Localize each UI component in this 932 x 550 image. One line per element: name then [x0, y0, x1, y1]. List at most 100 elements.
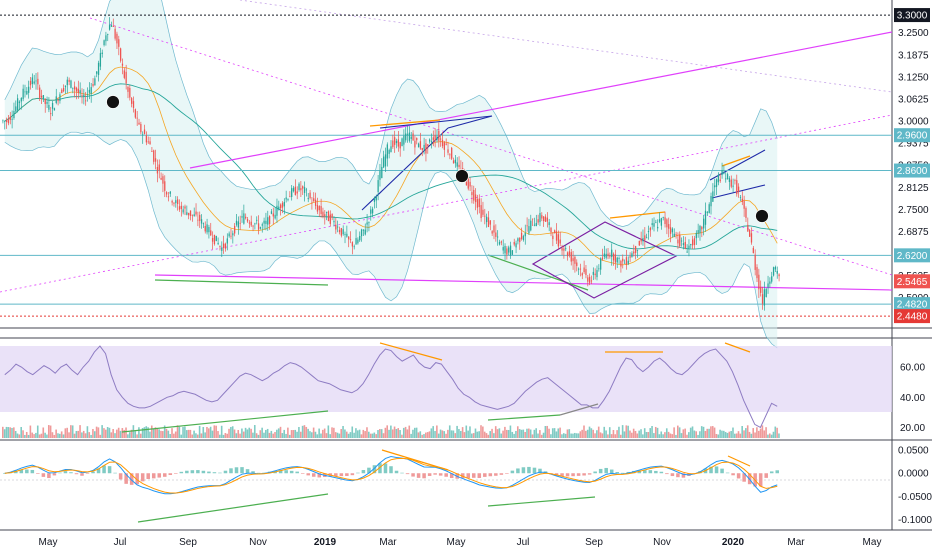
volume-bar [471, 433, 473, 438]
candle-body [728, 178, 731, 182]
rsi-axis[interactable]: 60.00 40.00 20.00 [900, 363, 925, 434]
volume-bar [371, 433, 374, 438]
volume-bar [209, 426, 212, 438]
macd-hist-bar [124, 473, 128, 484]
price-tick-label: 3.1875 [898, 50, 929, 61]
volume-bar [778, 433, 780, 438]
candle-body [267, 217, 269, 225]
volume-bar [640, 429, 642, 438]
candle-body [408, 132, 411, 141]
rsi-panel[interactable] [0, 342, 892, 438]
macd-hist-bar [378, 463, 382, 474]
volume-bar [244, 427, 247, 438]
candle-body [360, 229, 363, 237]
volume-bar [649, 428, 652, 438]
volume-bar [544, 426, 547, 438]
time-axis[interactable]: May Jul Sep Nov 2019 Mar May Jul Sep Nov 2020 Mar Ma… [39, 537, 882, 548]
volume-bar [447, 429, 449, 438]
candle-body [123, 70, 125, 78]
candle-body [246, 219, 249, 222]
candle-body [423, 144, 425, 150]
volume-bar [110, 432, 113, 438]
macd-hist-bar [444, 473, 448, 477]
macd-hist-bar [394, 470, 399, 474]
candle-body [447, 149, 449, 153]
candle-body [598, 268, 600, 270]
candle-body [40, 95, 43, 98]
candle-body [226, 238, 228, 244]
macd-panel[interactable] [0, 449, 892, 523]
macd-hist-bar [146, 473, 150, 479]
macd-tick-label: 0.0500 [898, 446, 929, 457]
volume-bar [231, 426, 234, 438]
macd-hist-bar [361, 470, 366, 474]
volume-bar [441, 430, 444, 438]
level-tag-bg [894, 128, 930, 143]
candle-body [259, 227, 262, 229]
candle-body [758, 274, 760, 290]
volume-bar [386, 425, 389, 438]
volume-bar [632, 428, 635, 438]
macd-hist-bar [615, 472, 619, 474]
volume-bar [502, 430, 504, 438]
macd-axis[interactable]: 0.0500 0.0000 -0.0500 -0.1000 [898, 446, 932, 527]
volume-bar [423, 434, 425, 438]
candle-body [375, 196, 377, 201]
candle-body [634, 246, 637, 253]
volume-bar [298, 426, 300, 438]
candle-body [116, 33, 118, 44]
candle-body [206, 224, 208, 233]
candle-body [182, 209, 184, 213]
volume-bar [526, 428, 528, 438]
candle-body [600, 258, 602, 270]
price-panel[interactable] [0, 0, 893, 349]
volume-bar [79, 425, 81, 438]
volume-bar [364, 431, 366, 438]
candle-body [719, 179, 721, 182]
volume-bar [483, 431, 486, 438]
candle-body [500, 241, 502, 243]
volume-bar [459, 430, 462, 438]
candle-body [169, 191, 171, 194]
macd-hist-bar [758, 473, 763, 487]
candle-body [546, 217, 548, 222]
volume-bar [235, 433, 238, 438]
volume-bar [25, 431, 28, 438]
volume-bar [583, 425, 585, 438]
volume-bar [334, 432, 337, 438]
macd-hist-bar [151, 473, 156, 479]
macd-hist-bar [47, 473, 51, 479]
volume-bar [22, 430, 24, 438]
candle-body [193, 214, 195, 217]
candle-body [649, 227, 651, 231]
volume-bar [46, 434, 48, 438]
candle-body [438, 130, 440, 141]
volume-bar [222, 434, 225, 438]
macd-hist-bar [372, 465, 377, 474]
time-tick-label: May [39, 537, 58, 548]
macd-hist-bar [598, 468, 603, 474]
volume-bar [504, 426, 506, 438]
macd-hist-bar [278, 470, 283, 474]
volume-bar [314, 431, 317, 438]
candle-body [184, 206, 186, 209]
candle-body [342, 229, 344, 235]
candle-body [669, 227, 672, 234]
volume-bar [491, 428, 493, 438]
macd-hist-bar [720, 468, 724, 474]
volume-bar [667, 431, 670, 438]
candle-body [774, 266, 777, 270]
volume-bar [195, 433, 197, 438]
volume-bar [246, 429, 249, 438]
volume-bar [274, 432, 276, 438]
candle-body [35, 80, 37, 82]
candle-body [623, 262, 626, 264]
candle-body [563, 248, 565, 251]
candle-body [189, 210, 192, 217]
volume-bar [154, 427, 157, 438]
volume-bar [579, 431, 582, 438]
volume-bar [95, 426, 98, 438]
volume-bar [776, 427, 778, 438]
candle-body [373, 197, 376, 202]
